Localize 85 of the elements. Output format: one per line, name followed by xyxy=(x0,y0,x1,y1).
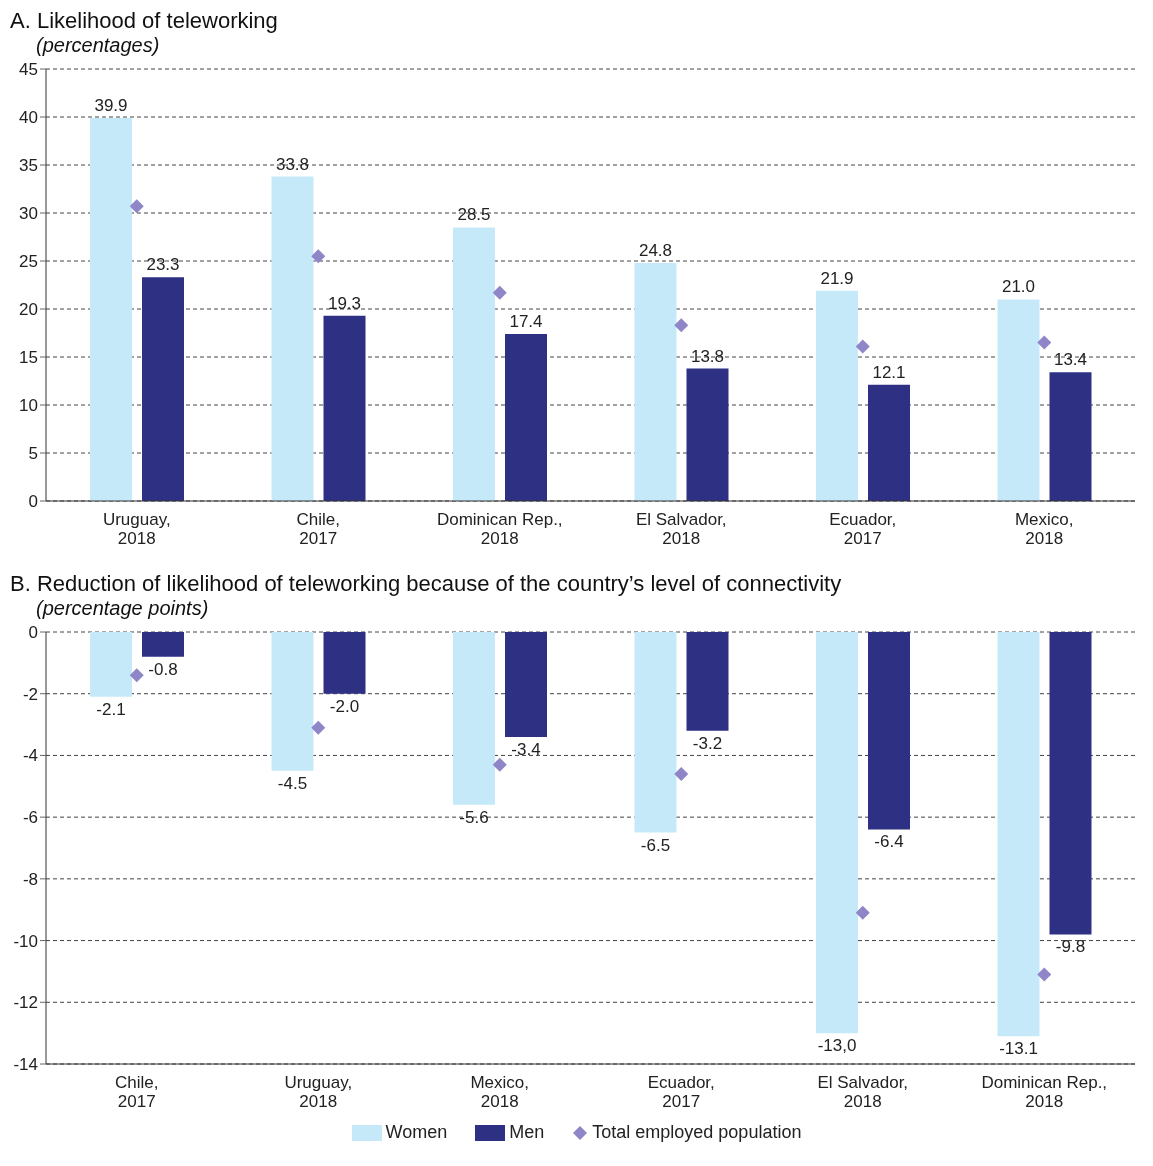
y-tick-label: 10 xyxy=(19,396,38,416)
data-label: 21.9 xyxy=(820,268,854,288)
y-tick-label: 0 xyxy=(28,623,38,643)
data-label: 24.8 xyxy=(638,240,673,260)
y-tick-label: 20 xyxy=(19,300,38,320)
data-label: 21.0 xyxy=(1001,277,1036,297)
y-tick-label: 35 xyxy=(19,156,38,176)
y-tick-label: -12 xyxy=(13,993,38,1013)
y-tick-label: -14 xyxy=(13,1055,38,1075)
x-tick-label: Mexico, 2018 xyxy=(1014,510,1074,548)
point xyxy=(674,766,689,781)
x-tick-label: Uruguay, 2018 xyxy=(102,510,171,548)
data-label: 23.3 xyxy=(146,255,180,275)
point xyxy=(129,199,144,214)
y-tick-label: 25 xyxy=(19,252,38,272)
bar xyxy=(816,290,858,501)
x-tick-label: Uruguay, 2018 xyxy=(284,1073,353,1111)
data-label: -9.8 xyxy=(1055,937,1086,957)
chart-title: A. Likelihood of teleworking xyxy=(10,8,279,34)
data-label: -0.8 xyxy=(148,659,178,679)
data-label: 13.4 xyxy=(1053,350,1088,370)
chart-subtitle: (percentage points) xyxy=(36,597,210,620)
data-label: -6.4 xyxy=(874,832,904,852)
bar xyxy=(686,368,729,501)
y-tick-label: 40 xyxy=(19,108,38,128)
x-tick-label: Chile, 2017 xyxy=(296,510,340,548)
data-label: 12.1 xyxy=(872,362,906,382)
bar xyxy=(505,333,547,501)
data-label: 39.9 xyxy=(94,95,128,115)
point xyxy=(311,249,326,264)
point xyxy=(855,905,870,920)
legend-label: Men xyxy=(509,1122,545,1143)
data-label: 19.3 xyxy=(327,293,362,313)
x-tick-label: Dominican Rep., 2018 xyxy=(981,1073,1108,1111)
data-label: 17.4 xyxy=(509,311,543,331)
y-tick-label: -10 xyxy=(13,931,38,951)
y-tick-label: 0 xyxy=(28,492,38,512)
data-label: -6.5 xyxy=(640,835,671,855)
data-label: -3.2 xyxy=(692,733,723,753)
bar xyxy=(634,262,677,501)
y-tick-label: -4 xyxy=(22,746,38,766)
bar xyxy=(271,176,314,501)
data-label: 28.5 xyxy=(457,205,491,225)
point xyxy=(855,339,870,354)
data-label: 13.8 xyxy=(690,346,725,366)
bar xyxy=(1049,372,1092,501)
bar xyxy=(868,384,910,501)
point xyxy=(674,318,689,333)
data-label: -2.1 xyxy=(96,699,126,719)
bar xyxy=(453,227,495,501)
bar xyxy=(323,315,366,501)
x-tick-label: Ecuador, 2017 xyxy=(647,1073,715,1111)
x-tick-label: Dominican Rep., 2018 xyxy=(436,510,563,548)
point xyxy=(492,757,507,772)
y-tick-label: 45 xyxy=(19,60,38,80)
bar xyxy=(997,299,1040,501)
data-label: -2.0 xyxy=(329,696,360,716)
chart-subtitle: (percentages) xyxy=(36,34,161,57)
bar xyxy=(90,117,132,501)
data-label: -3.4 xyxy=(511,739,541,759)
y-tick-label: 5 xyxy=(28,444,38,464)
point xyxy=(311,720,326,735)
y-tick-label: 30 xyxy=(19,204,38,224)
y-tick-label: -8 xyxy=(22,869,38,889)
data-label: -13.1 xyxy=(999,1039,1038,1059)
point xyxy=(1037,967,1052,982)
x-tick-label: Chile, 2017 xyxy=(115,1073,159,1111)
point xyxy=(492,285,507,300)
y-tick-label: -2 xyxy=(22,684,38,704)
x-tick-label: El Salvador, 2018 xyxy=(635,510,727,548)
point xyxy=(129,668,144,683)
legend-label: Women xyxy=(385,1122,448,1143)
data-label: 33.8 xyxy=(275,154,310,174)
y-tick-label: 15 xyxy=(19,348,38,368)
point xyxy=(1037,335,1052,350)
legend-label: Total employed population xyxy=(592,1122,802,1143)
x-tick-label: El Salvador, 2018 xyxy=(817,1073,909,1111)
x-tick-label: Mexico, 2018 xyxy=(470,1073,530,1111)
chart-title: B. Reduction of likelihood of teleworking because of the country’s level of connectivity xyxy=(10,571,843,597)
y-tick-label: -6 xyxy=(22,808,38,828)
data-label: -4.5 xyxy=(277,773,308,793)
x-tick-label: Ecuador, 2017 xyxy=(829,510,897,548)
data-label: -13,0 xyxy=(817,1036,857,1056)
data-label: -5.6 xyxy=(459,807,489,827)
bar xyxy=(142,277,184,501)
